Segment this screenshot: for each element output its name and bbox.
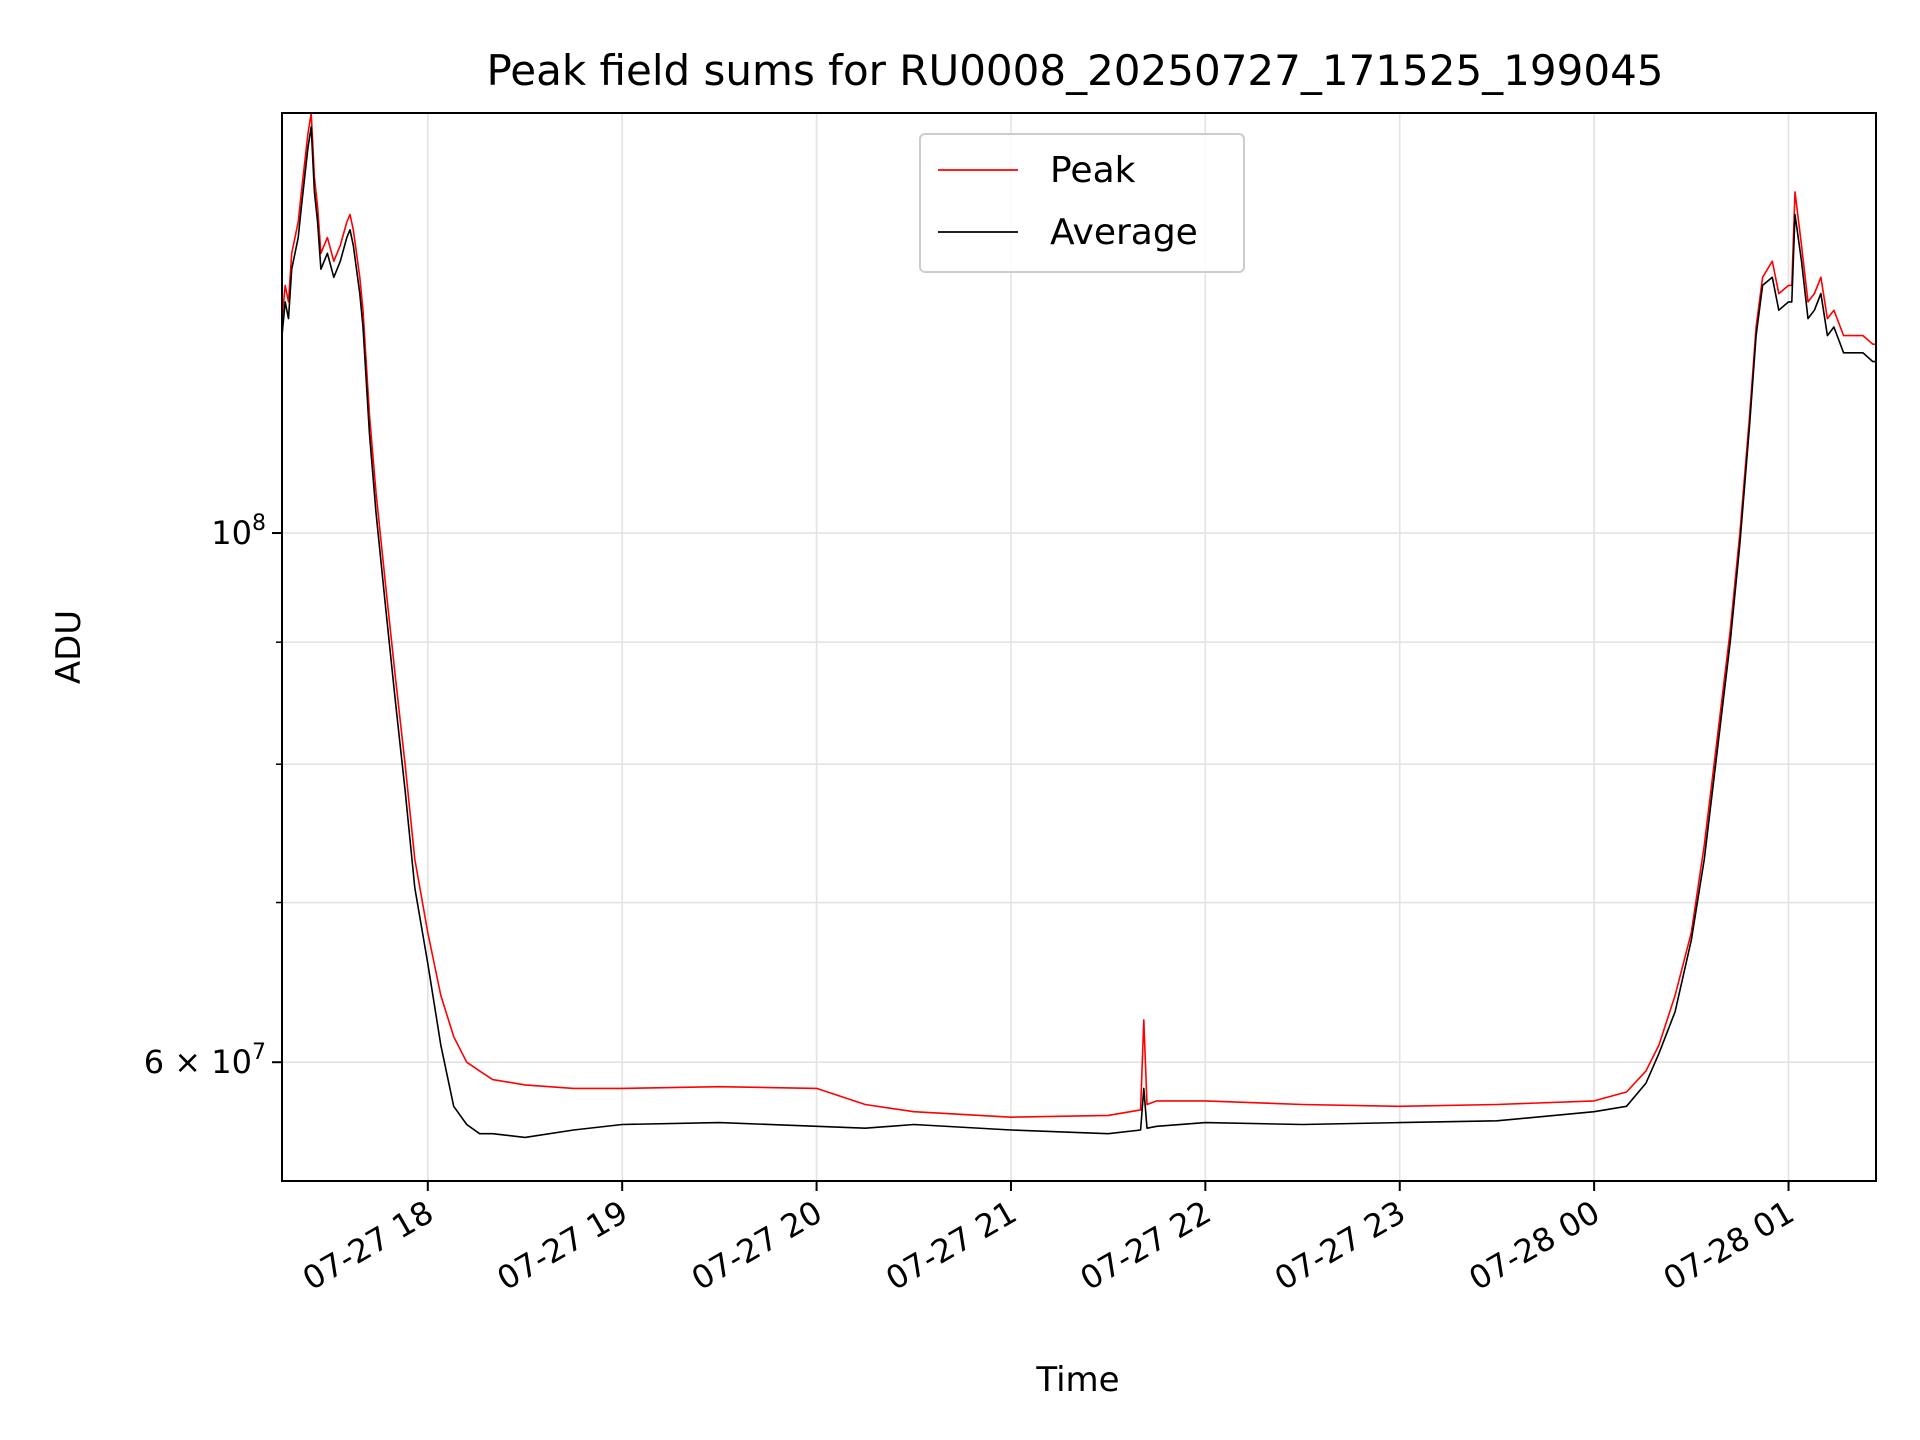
y-tick-label: 108 xyxy=(211,511,266,552)
series-line-peak xyxy=(281,112,1876,1118)
legend-box xyxy=(919,133,1245,273)
series-line-average xyxy=(281,126,1876,1139)
legend-label: Peak xyxy=(1050,150,1136,191)
legend-label: Average xyxy=(1050,212,1198,253)
y-tick-label: 6 × 107 xyxy=(144,1040,266,1081)
plot-frame xyxy=(281,112,1877,1182)
legend: Peak Average xyxy=(919,133,1245,273)
series-layer xyxy=(281,112,1876,1139)
y-axis-label: ADU xyxy=(49,610,89,684)
chart-title: Peak field sums for RU0008_20250727_1715… xyxy=(486,46,1663,95)
grid xyxy=(282,113,1876,1181)
x-axis-label: Time xyxy=(1035,1360,1119,1400)
